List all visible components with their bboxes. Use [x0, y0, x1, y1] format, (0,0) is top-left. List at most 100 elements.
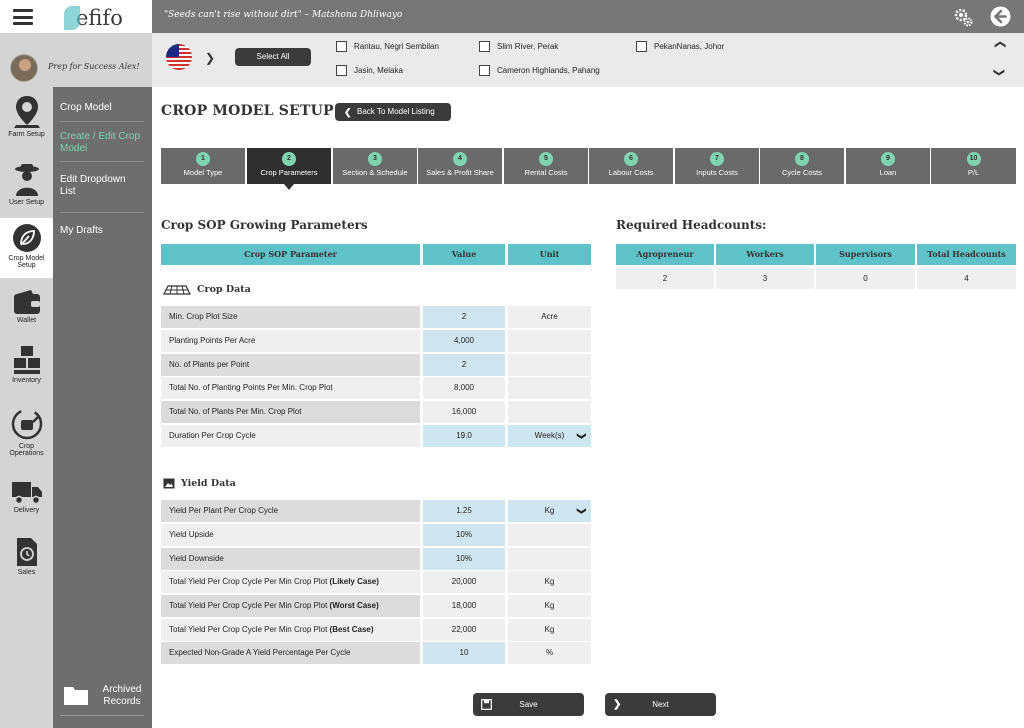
nav-user-setup[interactable]: User Setup [0, 163, 53, 206]
param-cell: Duration Per Crop Cycle [161, 425, 420, 447]
unit-select[interactable]: Kg ❯ [508, 500, 591, 522]
value-input[interactable]: 10 [423, 642, 505, 664]
unit-select-value: Week(s) [534, 431, 565, 440]
step-label: Section & Schedule [342, 168, 408, 177]
value-input[interactable]: 1.25 [423, 500, 505, 522]
malaysia-flag-icon [166, 44, 192, 70]
step-number: 10 [966, 152, 981, 166]
farm-option-rantau[interactable]: Rantau, Negri Sembilan [336, 40, 439, 54]
checkbox[interactable] [336, 65, 347, 77]
checkbox[interactable] [336, 41, 347, 53]
next-button[interactable]: ❯ Next [605, 693, 716, 716]
select-all-button[interactable]: Select All [235, 48, 311, 66]
step-label: Sales & Profit Share [426, 168, 494, 177]
divider [60, 121, 144, 122]
param-cell: Yield Upside [161, 524, 420, 546]
step-tab-8[interactable]: 8 Cycle Costs [760, 148, 844, 184]
step-tab-7[interactable]: 7 Inputs Costs [675, 148, 759, 184]
step-tab-6[interactable]: 6 Labour Costs [589, 148, 673, 184]
unit-cell [508, 377, 591, 399]
step-tab-9[interactable]: 9 Loan [846, 148, 930, 184]
farmer-icon [14, 164, 39, 196]
table-row: Total No. of Plants Per Min. Crop Plot 1… [161, 401, 591, 423]
value-cell: 22,000 [423, 619, 505, 641]
archived-records-button[interactable]: Archived Records [53, 672, 152, 728]
headcount-value-agropreneur: 2 [616, 268, 714, 289]
chevron-down-icon[interactable]: ❯ [205, 51, 216, 65]
logout-icon[interactable] [990, 6, 1011, 27]
table-row: Yield Upside 10% [161, 524, 591, 546]
nav-label: Wallet [16, 317, 37, 324]
back-to-listing-button[interactable]: ❮ Back To Model Listing [335, 103, 451, 121]
left-nav: Farm Setup User Setup Crop Model Setup W… [0, 87, 53, 728]
nav-crop-operations[interactable]: Crop Operations [0, 407, 53, 457]
param-case: (Likely Case) [329, 577, 379, 586]
value-input[interactable]: 19.0 [423, 425, 505, 447]
table-row: Yield Per Plant Per Crop Cycle 1.25 Kg ❯ [161, 500, 591, 522]
value-input[interactable]: 10% [423, 524, 505, 546]
nav-crop-model-setup[interactable]: Crop Model Setup [0, 218, 53, 278]
chevron-down-icon: ❯ [577, 432, 588, 440]
table-row: Total Yield Per Crop Cycle Per Min Crop … [161, 571, 591, 593]
chevron-down-icon: ❯ [577, 507, 588, 515]
subnav-item-crop-model[interactable]: Crop Model [60, 102, 112, 113]
subnav-item-my-drafts[interactable]: My Drafts [60, 225, 103, 236]
param-cell: Expected Non-Grade A Yield Percentage Pe… [161, 642, 420, 664]
hamburger-menu-icon[interactable] [13, 9, 33, 25]
nav-delivery[interactable]: Delivery [0, 479, 53, 514]
step-label: Crop Parameters [260, 168, 318, 177]
checkbox[interactable] [479, 65, 490, 77]
unit-cell: Acre [508, 306, 591, 328]
value-input[interactable]: 4,000 [423, 330, 505, 352]
value-input[interactable]: 2 [423, 354, 505, 376]
column-header-unit: Unit [508, 244, 591, 265]
farm-option-label: Cameron Highlands, Pahang [497, 66, 600, 75]
wallet-icon [13, 290, 40, 314]
param-text: Total Yield Per Crop Cycle Per Min Crop … [169, 601, 328, 610]
app-logo-text: efifo [76, 6, 123, 30]
farm-option-pekan-nanas[interactable]: PekanNanas, Johor [636, 40, 724, 54]
scroll-up-icon[interactable]: ❯ [994, 39, 1007, 50]
checkbox[interactable] [479, 41, 490, 53]
settings-gears-icon[interactable] [953, 7, 973, 27]
farm-option-cameron-highlands[interactable]: Cameron Highlands, Pahang [479, 64, 600, 78]
step-number: 6 [624, 152, 638, 166]
nav-label: Crop Model Setup [8, 255, 45, 269]
value-input[interactable]: 2 [423, 306, 505, 328]
step-tab-10[interactable]: 10 P/L [931, 148, 1016, 184]
step-tab-4[interactable]: 4 Sales & Profit Share [418, 148, 502, 184]
unit-cell [508, 524, 591, 546]
table-row: Expected Non-Grade A Yield Percentage Pe… [161, 642, 591, 664]
nav-wallet[interactable]: Wallet [0, 289, 53, 324]
back-button-label: Back To Model Listing [357, 107, 435, 116]
headcount-header-total: Total Headcounts [917, 244, 1016, 265]
step-label: Inputs Costs [696, 168, 738, 177]
sop-section-title: Crop SOP Growing Parameters [161, 218, 368, 232]
value-input[interactable]: 10% [423, 548, 505, 570]
truck-icon [11, 482, 42, 505]
headcount-value-total: 4 [917, 268, 1016, 289]
unit-cell [508, 548, 591, 570]
farm-option-jasin[interactable]: Jasin, Melaka [336, 64, 403, 78]
subnav-item-create-edit[interactable]: Create / Edit Crop Model [60, 131, 141, 154]
step-tab-1[interactable]: 1 Model Type [161, 148, 245, 184]
value-cell: 8,000 [423, 377, 505, 399]
farm-option-slim-river[interactable]: Slim River, Perak [479, 40, 558, 54]
subnav-item-edit-dropdown[interactable]: Edit Dropdown List [60, 174, 126, 197]
step-number: 7 [710, 152, 724, 166]
nav-farm-setup[interactable]: Farm Setup [0, 95, 53, 138]
checkbox[interactable] [636, 41, 647, 53]
save-button[interactable]: Save [473, 693, 584, 716]
nav-inventory[interactable]: Inventory [0, 345, 53, 384]
save-label: Save [519, 700, 538, 709]
avatar[interactable] [10, 54, 38, 82]
nav-sales[interactable]: Sales [0, 537, 53, 576]
headcount-value-supervisors: 0 [816, 268, 915, 289]
unit-select[interactable]: Week(s) ❯ [508, 425, 591, 447]
scroll-down-icon[interactable]: ❯ [993, 67, 1006, 78]
step-tab-3[interactable]: 3 Section & Schedule [333, 148, 417, 184]
step-tab-2[interactable]: 2 Crop Parameters [247, 148, 331, 190]
param-text: Total Yield Per Crop Cycle Per Min Crop … [169, 577, 328, 586]
step-tab-5[interactable]: 5 Rental Costs [504, 148, 588, 184]
unit-cell: Kg [508, 619, 591, 641]
